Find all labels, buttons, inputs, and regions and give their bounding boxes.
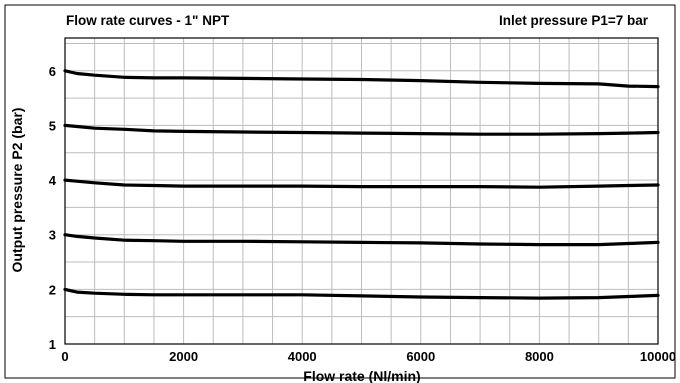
x-tick-label: 6000 <box>406 349 435 364</box>
x-axis-label: Flow rate (Nl/min) <box>303 368 420 383</box>
y-tick-label: 6 <box>49 64 56 79</box>
series-line <box>63 69 660 89</box>
series-line <box>63 178 660 189</box>
x-tick-label: 0 <box>61 349 68 364</box>
chart-title: Flow rate curves - 1" NPT <box>66 13 230 28</box>
y-tick-label: 2 <box>49 282 56 297</box>
y-tick-label: 3 <box>49 228 56 243</box>
plot-area <box>64 37 659 345</box>
series-line <box>63 123 660 136</box>
y-tick-label: 4 <box>49 173 57 188</box>
x-tick-label: 2000 <box>169 349 198 364</box>
series-line <box>63 233 660 247</box>
y-tick-label: 1 <box>49 337 56 352</box>
x-tick-label: 10000 <box>640 349 676 364</box>
series-line <box>63 287 660 300</box>
y-tick-label: 5 <box>49 118 56 133</box>
x-tick-label: 4000 <box>288 349 317 364</box>
chart-frame <box>4 4 676 379</box>
series-group <box>63 69 660 300</box>
x-tick-label: 8000 <box>525 349 554 364</box>
tick-labels: 0 2000 4000 6000 8000 10000 1 2 3 4 5 6 <box>49 64 676 364</box>
y-axis-label: Output pressure P2 (bar) <box>9 108 25 273</box>
chart-subtitle: Inlet pressure P1=7 bar <box>499 13 649 28</box>
